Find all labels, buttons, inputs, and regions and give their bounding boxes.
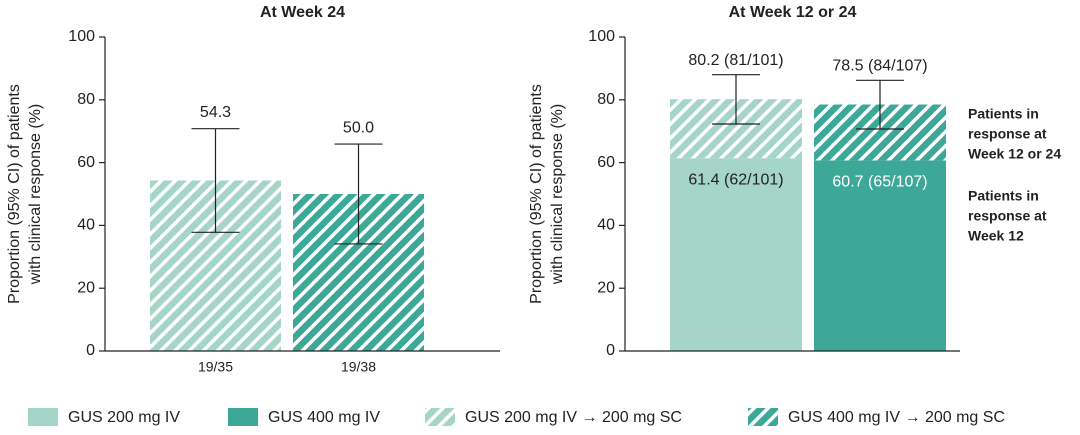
y-tick-label: 60: [77, 154, 95, 171]
annotation: response at: [968, 208, 1047, 224]
x-tick-label: 19/35: [198, 359, 233, 375]
annotation: Week 12: [968, 228, 1024, 244]
legend-swatch: [748, 408, 778, 426]
y-tick-label: 0: [86, 342, 95, 359]
chart-title: At Week 24: [260, 4, 345, 21]
value-label: 50.0: [343, 119, 374, 136]
y-tick-label: 100: [588, 28, 615, 45]
bar-segment: [670, 158, 802, 351]
segment-label: 61.4 (62/101): [688, 171, 783, 188]
annotation: Patients in: [968, 188, 1039, 204]
y-axis-label: with clinical response (%): [27, 104, 44, 286]
annotation: Patients in: [968, 106, 1039, 122]
legend-swatch: [228, 408, 258, 426]
x-tick-label: 19/38: [341, 359, 376, 375]
legend-swatch: [28, 408, 58, 426]
y-tick-label: 60: [597, 154, 615, 171]
y-tick-label: 20: [597, 279, 615, 296]
y-tick-label: 20: [77, 279, 95, 296]
bar-segment: [814, 160, 946, 351]
total-label: 80.2 (81/101): [688, 52, 783, 69]
y-tick-label: 40: [597, 217, 615, 234]
y-tick-label: 80: [77, 91, 95, 108]
annotation: response at: [968, 126, 1047, 142]
y-axis-label: Proportion (95% CI) of patients: [528, 84, 545, 304]
y-axis-label: Proportion (95% CI) of patients: [6, 84, 23, 304]
legend-label: GUS 400 mg IV → 200 mg SC: [788, 409, 1005, 426]
total-label: 78.5 (84/107): [832, 58, 927, 75]
y-tick-label: 0: [606, 342, 615, 359]
y-tick-label: 100: [68, 28, 95, 45]
y-tick-label: 40: [77, 217, 95, 234]
legend-label: GUS 400 mg IV: [268, 409, 380, 426]
y-tick-label: 80: [597, 91, 615, 108]
legend-swatch: [425, 408, 455, 426]
segment-label: 60.7 (65/107): [832, 174, 927, 191]
legend-label: GUS 200 mg IV: [68, 409, 180, 426]
chart-title: At Week 12 or 24: [729, 4, 857, 21]
legend-label: GUS 200 mg IV → 200 mg SC: [465, 409, 682, 426]
y-axis-label: with clinical response (%): [549, 104, 566, 286]
value-label: 54.3: [200, 104, 231, 121]
annotation: Week 12 or 24: [968, 146, 1061, 162]
